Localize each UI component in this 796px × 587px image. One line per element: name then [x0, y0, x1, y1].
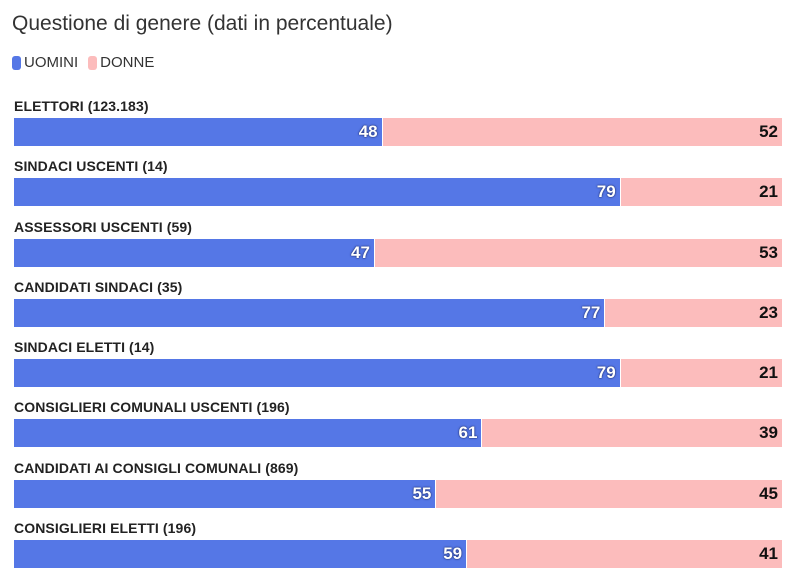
- value-label: 47: [351, 242, 370, 262]
- bar-segment-women[interactable]: 41: [467, 540, 782, 569]
- stacked-bar: 61 39: [14, 419, 782, 448]
- value-label: 45: [759, 483, 778, 503]
- category-label: CONSIGLIERI COMUNALI USCENTI (196): [14, 399, 290, 416]
- value-label: 59: [443, 544, 463, 564]
- legend-swatch-men: [12, 55, 21, 70]
- legend-label-men: UOMINI: [24, 54, 79, 71]
- bar-segment-men[interactable]: 59: [14, 540, 468, 569]
- bar-rows: ELETTORI (123.183) 48 52 SINDACI USCENTI (1…: [14, 98, 782, 580]
- bar-segment-men[interactable]: 79: [14, 359, 621, 388]
- stacked-bar: 47 53: [14, 238, 782, 267]
- legend-swatch-women: [88, 55, 98, 70]
- bar-segment-women[interactable]: 23: [605, 298, 782, 327]
- bar-row: CONSIGLIERI ELETTI (196) 59 41: [14, 520, 782, 580]
- bar-segment-women[interactable]: 21: [620, 359, 782, 388]
- category-label: ASSESSORI USCENTI (59): [14, 218, 193, 235]
- bar-segment-men[interactable]: 61: [14, 419, 483, 448]
- bar-row: CONSIGLIERI COMUNALI USCENTI (196) 61 39: [14, 399, 782, 459]
- legend: UOMINI DONNE: [12, 54, 164, 71]
- bar-segment-men[interactable]: 47: [14, 238, 375, 267]
- stacked-bar: 77 23: [14, 298, 782, 327]
- stacked-bar: 79 21: [14, 178, 782, 207]
- bar-segment-men[interactable]: 48: [14, 118, 383, 146]
- stacked-bar: 48 52: [14, 118, 782, 146]
- legend-label-women: DONNE: [100, 54, 155, 71]
- value-label: 41: [759, 544, 778, 564]
- value-label: 52: [759, 122, 778, 141]
- value-label: 55: [412, 483, 432, 503]
- value-label: 48: [358, 122, 378, 141]
- bar-segment-women[interactable]: 45: [436, 479, 782, 508]
- bar-segment-men[interactable]: 55: [14, 479, 437, 508]
- category-label: CONSIGLIERI ELETTI (196): [14, 520, 197, 537]
- stacked-bar: 79 21: [14, 359, 782, 388]
- bar-segment-women[interactable]: 53: [374, 238, 782, 267]
- category-label: ELETTORI (123.183): [14, 98, 149, 114]
- bar-segment-men[interactable]: 79: [14, 178, 621, 207]
- category-label: SINDACI ELETTI (14): [14, 339, 155, 356]
- stacked-bar: 55 45: [14, 479, 782, 508]
- category-label: CANDIDATI SINDACI (35): [14, 278, 183, 295]
- bar-row: SINDACI ELETTI (14) 79 21: [14, 339, 782, 399]
- chart-title: Questione di genere (dati in percentuale…: [12, 12, 393, 35]
- value-label: 53: [759, 242, 778, 262]
- bar-segment-men[interactable]: 77: [14, 298, 606, 327]
- bar-segment-women[interactable]: 52: [382, 118, 782, 146]
- category-label: SINDACI USCENTI (14): [14, 158, 168, 175]
- category-label: CANDIDATI AI CONSIGLI COMUNALI (869): [14, 459, 299, 476]
- bar-row: CANDIDATI AI CONSIGLI COMUNALI (869) 55 45: [14, 460, 782, 520]
- bar-segment-women[interactable]: 21: [620, 178, 782, 207]
- value-label: 21: [759, 363, 778, 383]
- value-label: 61: [458, 423, 478, 443]
- value-label: 79: [596, 363, 616, 383]
- value-label: 79: [596, 182, 616, 202]
- bar-segment-women[interactable]: 39: [482, 419, 782, 448]
- bar-row: ASSESSORI USCENTI (59) 47 53: [14, 219, 782, 279]
- bar-row: SINDACI USCENTI (14) 79 21: [14, 158, 782, 218]
- value-label: 21: [759, 182, 778, 202]
- value-label: 77: [581, 302, 601, 322]
- legend-item-women[interactable]: DONNE: [88, 54, 154, 71]
- bar-row: CANDIDATI SINDACI (35) 77 23: [14, 279, 782, 339]
- value-label: 23: [759, 302, 778, 322]
- legend-item-men[interactable]: UOMINI: [12, 54, 78, 71]
- bar-row: ELETTORI (123.183) 48 52: [14, 98, 782, 158]
- value-label: 39: [759, 423, 778, 443]
- stacked-bar: 59 41: [14, 540, 782, 569]
